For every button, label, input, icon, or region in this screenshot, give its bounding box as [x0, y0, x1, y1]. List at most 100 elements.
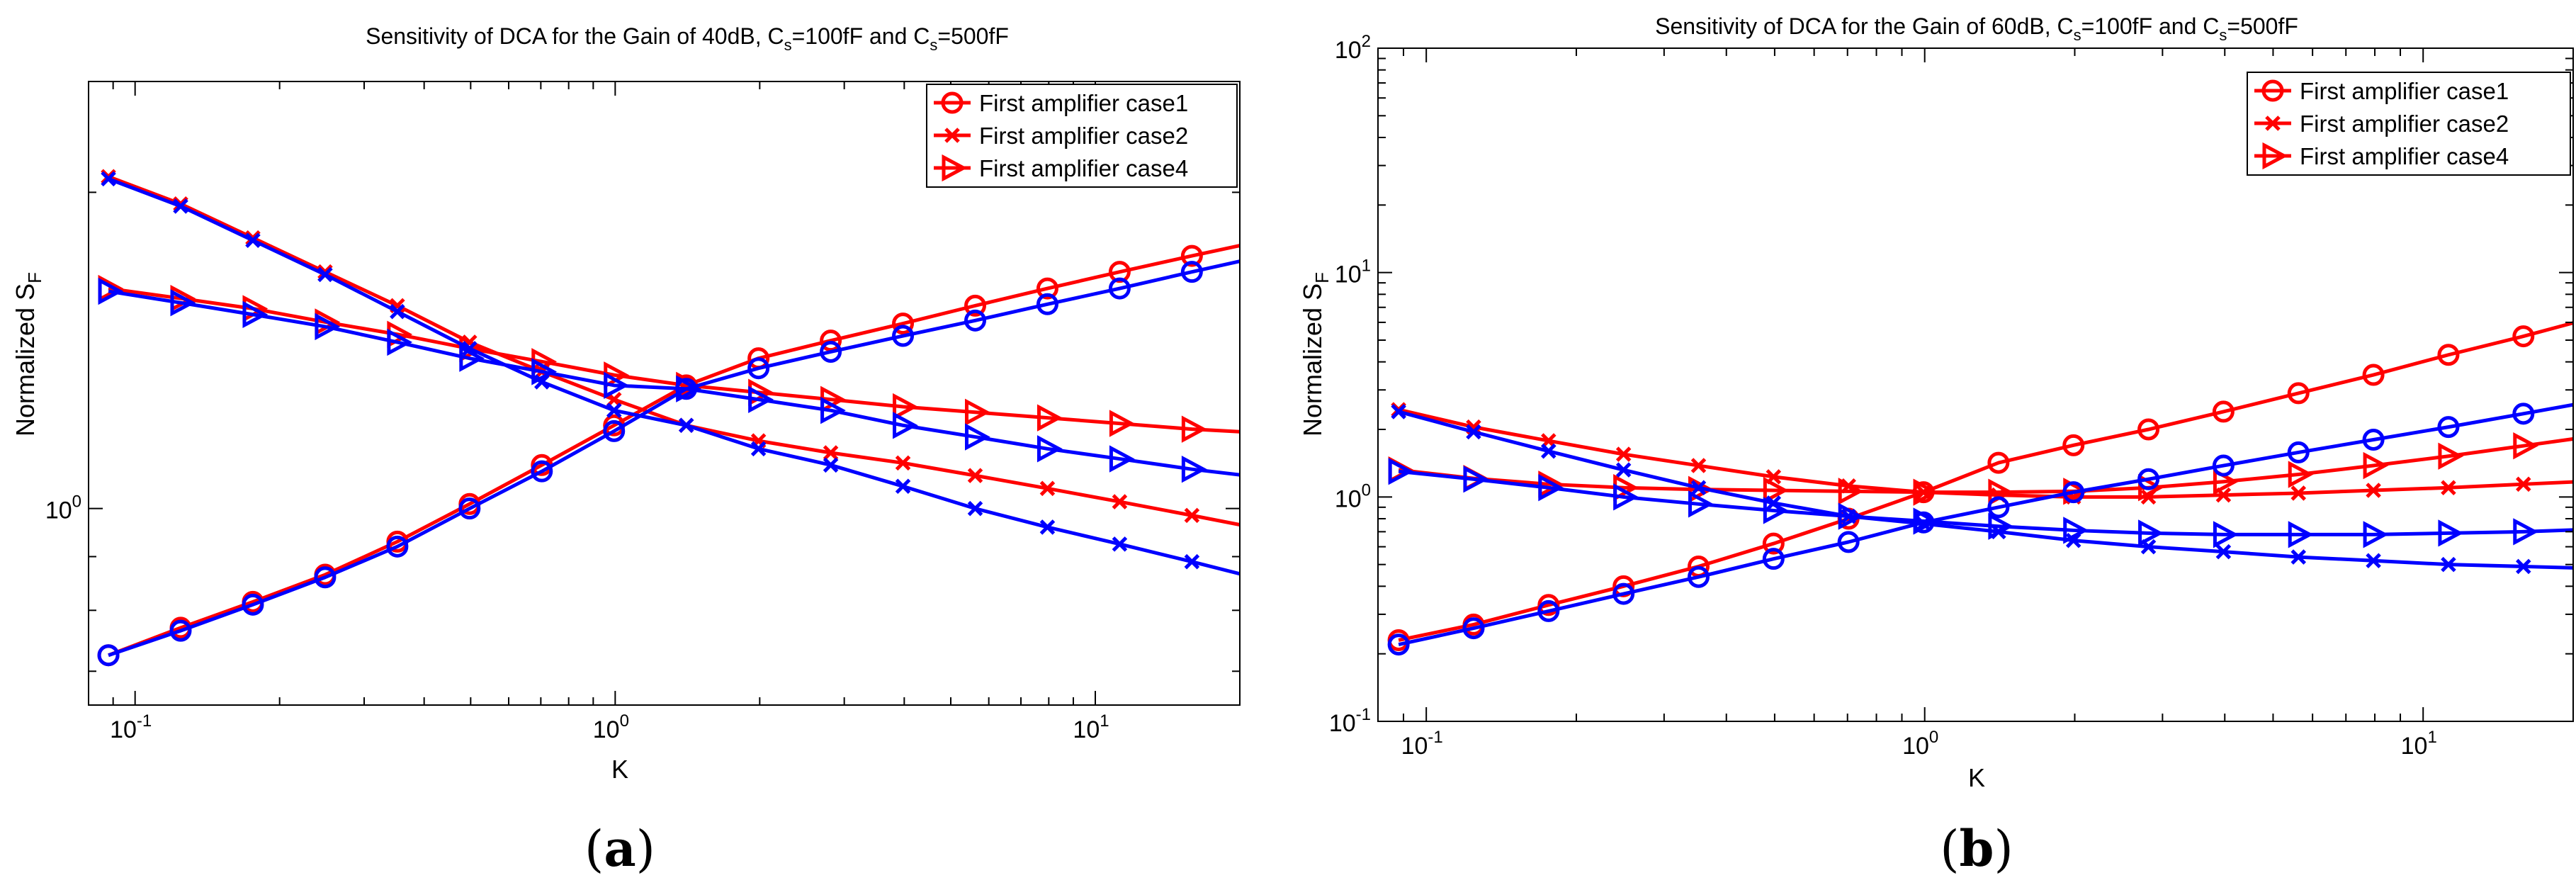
data-point: [678, 417, 694, 434]
data-point: [534, 374, 550, 390]
data-point: [1258, 574, 1270, 587]
legend-entry: First amplifier case1: [934, 90, 1188, 116]
legend: First amplifier case1 First amplifier cas…: [926, 84, 1238, 188]
data-point: [1762, 548, 1785, 570]
data-point: [2516, 558, 2531, 575]
data-point: [2437, 416, 2460, 439]
data-point: [97, 644, 120, 667]
y-tick-label: 10-1: [1329, 705, 1371, 737]
data-point: [459, 344, 485, 372]
data-point: [1838, 502, 1864, 530]
data-point: [98, 277, 124, 305]
data-point: [2441, 556, 2456, 573]
data-point: [1387, 633, 1410, 656]
x-axis: 10-1 100 101: [88, 81, 1241, 743]
data-point: [2062, 481, 2085, 504]
data-point: [1615, 462, 1632, 478]
data-point: [242, 300, 269, 329]
data-point: [2362, 428, 2385, 451]
data-point: [245, 232, 261, 249]
data-point: [101, 171, 116, 187]
data-point: [747, 357, 770, 380]
data-point: [2062, 434, 2085, 456]
data-point: [1538, 474, 1564, 502]
data-point: [1466, 424, 1481, 440]
series-line: [1398, 402, 2573, 647]
data-point: [1036, 404, 1063, 432]
y-tick-label: 102: [1335, 32, 1371, 64]
legend-entry: First amplifier case4: [934, 154, 1188, 182]
y-axis-label-b: Normalized SF: [1298, 272, 1333, 436]
data-point: [1181, 456, 1207, 483]
data-point: [2438, 442, 2464, 470]
data-point: [1762, 532, 1785, 555]
series-markers: [98, 277, 1275, 488]
x-tick-label: 100: [1902, 728, 1938, 760]
series-line: [108, 289, 1240, 477]
chart-panel-a: Sensitivity of DCA for the Gain of 40dB,…: [11, 23, 1348, 878]
axes-frame: [1377, 47, 2574, 722]
data-point: [1330, 590, 1343, 603]
legend: First amplifier case1 First amplifier cas…: [2247, 72, 2571, 176]
data-point: [2212, 454, 2235, 477]
legend-label: First amplifier case4: [2300, 143, 2509, 169]
data-point: [750, 441, 767, 457]
data-point: [2512, 402, 2535, 425]
data-point: [823, 445, 839, 461]
data-point: [1687, 565, 1710, 588]
data-point: [314, 566, 337, 589]
data-point: [1258, 523, 1270, 536]
data-point: [965, 398, 990, 426]
data-point: [1763, 476, 1789, 505]
data-point: [820, 340, 842, 363]
data-point: [386, 535, 409, 558]
x-tick-label: 10-1: [110, 711, 152, 743]
data-point: [2213, 521, 2239, 548]
data-point: [1184, 553, 1200, 570]
legend-label: First amplifier case1: [979, 90, 1188, 116]
data-point: [1913, 507, 1939, 535]
data-point: [1537, 594, 1560, 616]
data-point: [1330, 535, 1343, 548]
plot-area-b: 10-1 100 101 10-1 100 101 102 First amplifier c…: [1329, 32, 2574, 760]
data-point: [606, 402, 622, 418]
x-tick-label: 101: [2401, 728, 2437, 760]
data-point: [1036, 277, 1058, 300]
legend-label: First amplifier case4: [979, 155, 1188, 181]
data-point: [1391, 404, 1406, 419]
data-point: [1615, 446, 1632, 462]
data-point: [893, 393, 918, 421]
data-point: [676, 375, 701, 402]
data-point: [1255, 467, 1275, 488]
data-point: [2290, 485, 2307, 501]
data-point: [1688, 490, 1714, 518]
data-point: [2215, 543, 2232, 560]
y-tick-label: 101: [1335, 257, 1371, 288]
data-point: [1108, 277, 1131, 300]
series-markers: [1388, 458, 2539, 548]
data-point: [169, 619, 192, 642]
legend-entry: First amplifier case2: [2254, 111, 2509, 137]
x-axis-label-b: K: [1968, 763, 1985, 792]
legend-label: First amplifier case2: [979, 123, 1188, 149]
data-point: [1987, 451, 2010, 474]
data-point: [2212, 400, 2235, 423]
data-point: [1988, 512, 2014, 540]
x-axis-label-a: K: [611, 755, 628, 784]
data-point: [2288, 461, 2314, 488]
y-tick-label: 100: [45, 492, 81, 524]
data-point: [1109, 410, 1135, 437]
data-point: [387, 328, 413, 356]
data-point: [1328, 427, 1348, 448]
data-point: [2287, 382, 2310, 405]
data-point: [2363, 451, 2389, 480]
data-point: [820, 329, 842, 352]
data-point: [242, 593, 264, 616]
data-point: [1541, 443, 1557, 459]
data-point: [2063, 517, 2089, 544]
data-point: [1039, 480, 1056, 497]
legend-entry: First amplifier case4: [2254, 142, 2509, 170]
data-point: [2513, 432, 2539, 460]
data-point: [1036, 293, 1058, 315]
